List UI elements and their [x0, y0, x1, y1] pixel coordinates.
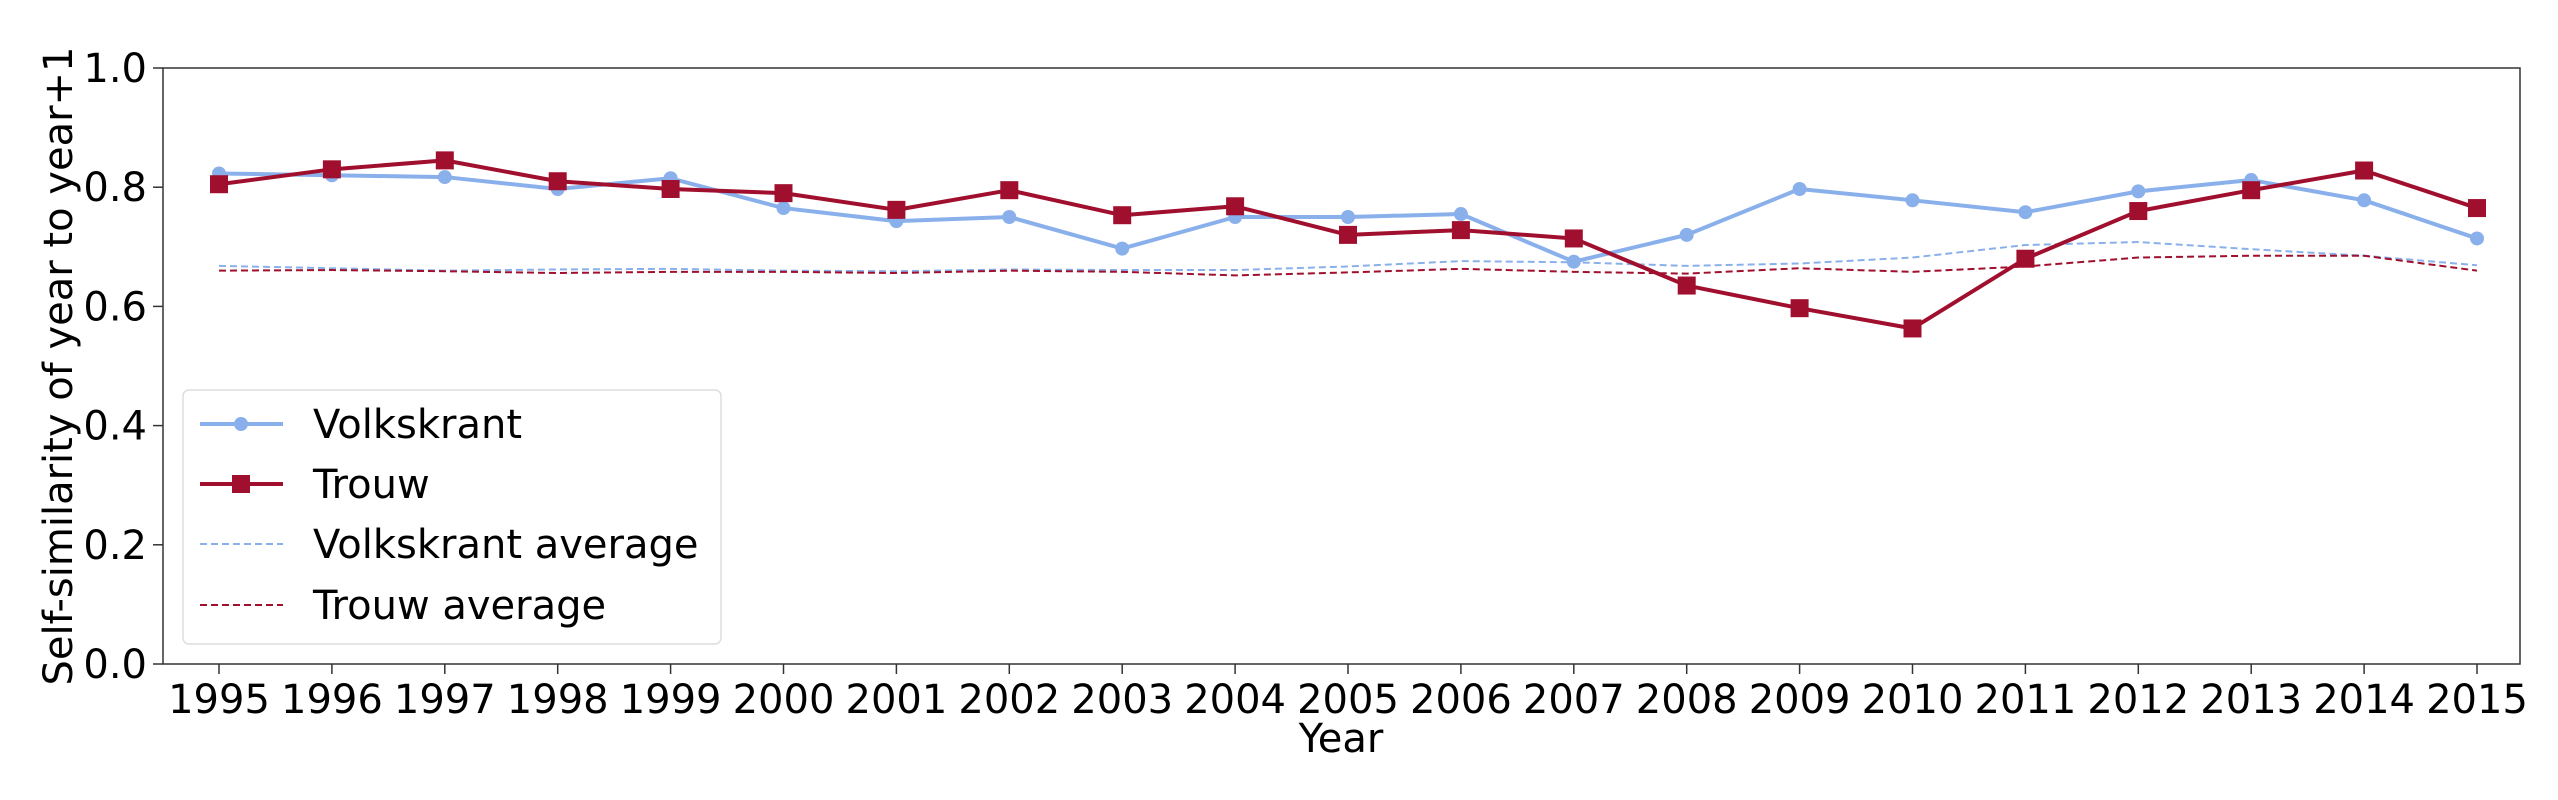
data-point — [1677, 276, 1696, 295]
x-tick-label: 2006 — [1410, 677, 1512, 723]
data-point — [2355, 161, 2374, 180]
data-point — [2242, 181, 2261, 200]
data-point — [2357, 193, 2372, 208]
data-point — [437, 170, 452, 185]
series-line-volkskrant-average — [218, 241, 2478, 273]
data-point — [2468, 199, 2486, 218]
legend: Volkskrant Trouw Volkskrant average Trouw a… — [182, 389, 722, 645]
data-point — [548, 172, 567, 191]
x-tick-label: 1998 — [507, 677, 609, 723]
data-point — [2470, 231, 2484, 246]
x-tick-label: 1996 — [281, 677, 383, 723]
y-tick-label: 0.2 — [83, 523, 147, 569]
x-tick-label: 2012 — [2087, 677, 2189, 723]
data-point — [1792, 181, 1807, 196]
legend-box — [182, 389, 722, 645]
x-tick-label: 2011 — [1975, 677, 2077, 723]
data-point — [776, 201, 791, 216]
x-tick-label: 2010 — [1862, 677, 1964, 723]
legend-label: Trouw — [312, 462, 430, 508]
y-tick-label: 0.4 — [83, 404, 147, 450]
data-point — [1115, 241, 1130, 256]
x-tick-label: 2008 — [1636, 677, 1738, 723]
data-point — [1905, 193, 1920, 208]
x-tick-label: 2003 — [1071, 677, 1173, 723]
x-tick-label: 1997 — [394, 677, 496, 723]
data-point — [1339, 225, 1357, 244]
data-point — [1453, 207, 1468, 222]
data-point — [2016, 249, 2035, 268]
data-point — [887, 200, 906, 219]
data-point — [774, 184, 793, 203]
series-line-trouw-average — [218, 254, 2478, 277]
data-point — [1566, 254, 1581, 269]
x-tick-label: 2014 — [2313, 677, 2415, 723]
y-axis-label: Self-similarity of year to year+1 — [36, 46, 82, 685]
y-tick-label: 0.0 — [83, 642, 147, 688]
data-point — [2129, 202, 2148, 221]
legend-label: Volkskrant average — [313, 522, 698, 568]
legend-marker — [232, 475, 250, 493]
data-point — [1679, 227, 1694, 242]
y-tick-label: 0.8 — [83, 165, 147, 211]
x-tick-label: 2015 — [2426, 677, 2528, 723]
data-point — [1564, 229, 1583, 248]
x-tick-label: 2002 — [958, 677, 1060, 723]
x-tick-label: 2009 — [1749, 677, 1851, 723]
y-tick-label: 0.6 — [83, 284, 147, 330]
x-tick-label: 1999 — [620, 677, 722, 723]
data-point — [435, 151, 454, 170]
data-point — [1002, 210, 1017, 224]
data-point — [2131, 184, 2146, 199]
x-tick-label: 2013 — [2200, 677, 2302, 723]
legend-label: Volkskrant — [313, 402, 522, 448]
x-tick-label: 2005 — [1297, 677, 1399, 723]
data-point — [661, 179, 680, 198]
x-tick-label: 2001 — [846, 677, 948, 723]
data-point — [1451, 221, 1470, 240]
x-tick-label: 2004 — [1184, 677, 1286, 723]
series-layer — [210, 151, 2486, 338]
data-point — [1226, 197, 1245, 216]
data-point — [2018, 205, 2033, 220]
data-point — [1903, 319, 1922, 338]
legend-marker — [234, 417, 248, 431]
legend-label: Trouw average — [312, 583, 606, 629]
x-axis-label: Year — [1298, 716, 1384, 762]
x-tick-label: 2000 — [733, 677, 835, 723]
data-point — [210, 175, 228, 194]
y-tick-label: 1.0 — [83, 46, 147, 92]
data-point — [1790, 299, 1809, 318]
data-point — [1341, 210, 1355, 224]
data-point — [1000, 181, 1019, 200]
plot-frame — [162, 67, 2521, 665]
data-point — [1113, 206, 1132, 225]
data-point — [322, 160, 341, 179]
x-tick-label: 2007 — [1523, 677, 1625, 723]
x-tick-label: 1995 — [168, 677, 270, 723]
